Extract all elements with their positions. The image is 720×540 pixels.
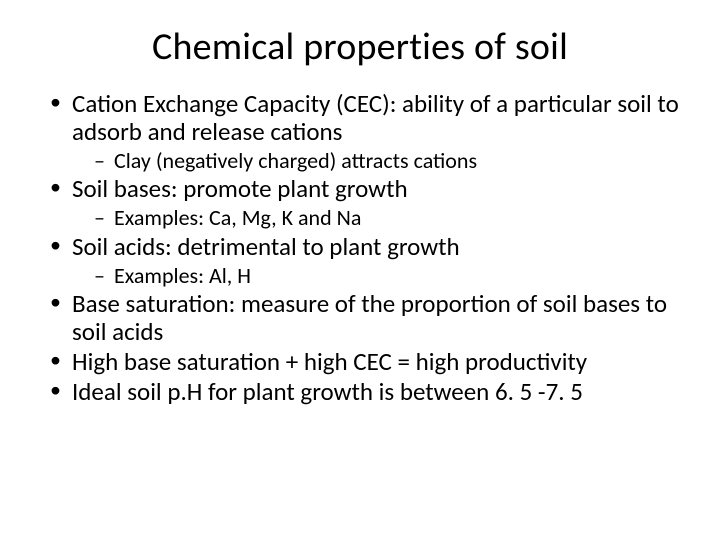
bullet-text: Ideal soil p.H for plant growth is betwe… xyxy=(72,376,583,407)
slide-title: Chemical properties of soil xyxy=(40,24,680,70)
bullet-text: Soil bases: promote plant growth xyxy=(72,173,408,204)
bullet-text: Soil acids: detrimental to plant growth xyxy=(72,231,460,262)
bullet-list: Cation Exchange Capacity (CEC): ability … xyxy=(40,90,680,406)
bullet-item: Soil acids: detrimental to plant growth … xyxy=(48,233,680,288)
sub-bullet-item: Examples: Al, H xyxy=(94,263,680,288)
bullet-text: Base saturation: measure of the proporti… xyxy=(72,288,667,347)
bullet-item: Base saturation: measure of the proporti… xyxy=(48,290,680,346)
sub-bullet-list: Clay (negatively charged) attracts catio… xyxy=(72,148,680,173)
slide: Chemical properties of soil Cation Excha… xyxy=(0,0,720,540)
bullet-item: Soil bases: promote plant growth Example… xyxy=(48,175,680,230)
bullet-text: Cation Exchange Capacity (CEC): ability … xyxy=(72,88,679,147)
bullet-item: High base saturation + high CEC = high p… xyxy=(48,348,680,376)
bullet-item: Ideal soil p.H for plant growth is betwe… xyxy=(48,378,680,406)
sub-bullet-list: Examples: Ca, Mg, K and Na xyxy=(72,205,680,230)
sub-bullet-list: Examples: Al, H xyxy=(72,263,680,288)
bullet-text: High base saturation + high CEC = high p… xyxy=(72,346,587,377)
sub-bullet-text: Clay (negatively charged) attracts catio… xyxy=(114,147,477,174)
sub-bullet-item: Clay (negatively charged) attracts catio… xyxy=(94,148,680,173)
sub-bullet-text: Examples: Ca, Mg, K and Na xyxy=(114,204,361,231)
sub-bullet-item: Examples: Ca, Mg, K and Na xyxy=(94,205,680,230)
sub-bullet-text: Examples: Al, H xyxy=(114,262,251,289)
bullet-item: Cation Exchange Capacity (CEC): ability … xyxy=(48,90,680,173)
